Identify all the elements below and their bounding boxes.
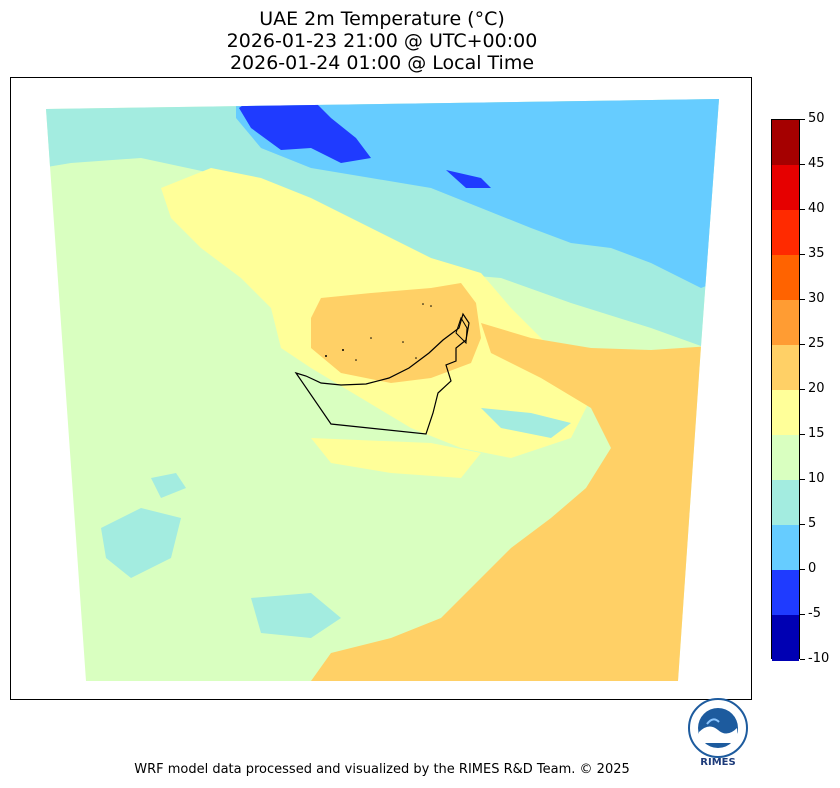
colorbar-segment <box>772 615 799 661</box>
rimes-logo-emblem: RIMES <box>688 698 748 768</box>
colorbar-segment <box>772 480 799 526</box>
colorbar-tick-label: 5 <box>808 516 817 531</box>
title-line-3: 2026-01-24 01:00 @ Local Time <box>229 52 535 74</box>
colorbar-segment <box>772 435 799 481</box>
colorbar-tick-label: 20 <box>808 381 825 396</box>
colorbar-segment <box>772 210 799 256</box>
temperature-map <box>46 99 719 681</box>
zone-5-10-patch-4 <box>481 408 571 438</box>
colorbar-segment <box>772 570 799 616</box>
colorbar-tick <box>800 659 805 660</box>
zone-0-5 <box>236 99 719 288</box>
title-line-1: UAE 2m Temperature (°C) <box>259 8 505 30</box>
colorbar-tick <box>800 209 805 210</box>
colorbar-tick-label: 0 <box>808 561 817 576</box>
colorbar-tick <box>800 299 805 300</box>
colorbar <box>771 119 800 661</box>
zone-20-25-sea <box>311 323 711 681</box>
colorbar-segment <box>772 300 799 346</box>
colorbar-tick <box>800 614 805 615</box>
zone-20-25-gulf <box>311 283 481 383</box>
colorbar-tick-label: 10 <box>808 471 825 486</box>
colorbar-tick-label: 15 <box>808 426 825 441</box>
colorbar-tick <box>800 344 805 345</box>
colorbar-tick-label: 35 <box>808 246 825 261</box>
map-title: UAE 2m Temperature (°C) 2026-01-23 21:00… <box>0 8 764 74</box>
colorbar-tick-label: 40 <box>808 201 825 216</box>
colorbar-tick <box>800 254 805 255</box>
zone-5-10-patch-3 <box>151 473 186 498</box>
musandam-outline <box>455 316 468 345</box>
zone-5-10-patch-1 <box>101 508 181 578</box>
island-markers <box>325 303 432 361</box>
colorbar-tick-label: 30 <box>808 291 825 306</box>
colorbar-tick-label: -10 <box>808 651 830 666</box>
colorbar-segment <box>772 390 799 436</box>
colorbar-tick <box>800 524 805 525</box>
colorbar-segment <box>772 165 799 211</box>
colorbar-tick-label: 45 <box>808 156 825 171</box>
map-panel: RIMES <box>10 77 752 768</box>
zone-neg5-0 <box>239 99 371 163</box>
colorbar-tick <box>800 164 805 165</box>
zone-neg5-0-b <box>446 170 491 188</box>
colorbar-tick <box>800 119 805 120</box>
colorbar-tick-label: -5 <box>808 606 821 621</box>
zone-5-10-patch-2 <box>251 593 341 638</box>
colorbar-tick <box>800 434 805 435</box>
footer-credit: WRF model data processed and visualized … <box>134 762 630 777</box>
colorbar-tick <box>800 479 805 480</box>
colorbar-tick-label: 25 <box>808 336 825 351</box>
colorbar-tick-label: 50 <box>808 111 825 126</box>
uae-border-outline <box>294 312 470 435</box>
colorbar-tick <box>800 569 805 570</box>
colorbar-segment <box>772 120 799 166</box>
rimes-logo-text: RIMES <box>700 757 735 768</box>
colorbar-tick <box>800 389 805 390</box>
colorbar-segment <box>772 345 799 391</box>
rimes-logo: RIMES <box>687 698 749 768</box>
colorbar-segment <box>772 255 799 301</box>
zone-15-20-patch <box>311 438 481 478</box>
colorbar-segment <box>772 525 799 571</box>
title-line-2: 2026-01-23 21:00 @ UTC+00:00 <box>226 30 538 52</box>
